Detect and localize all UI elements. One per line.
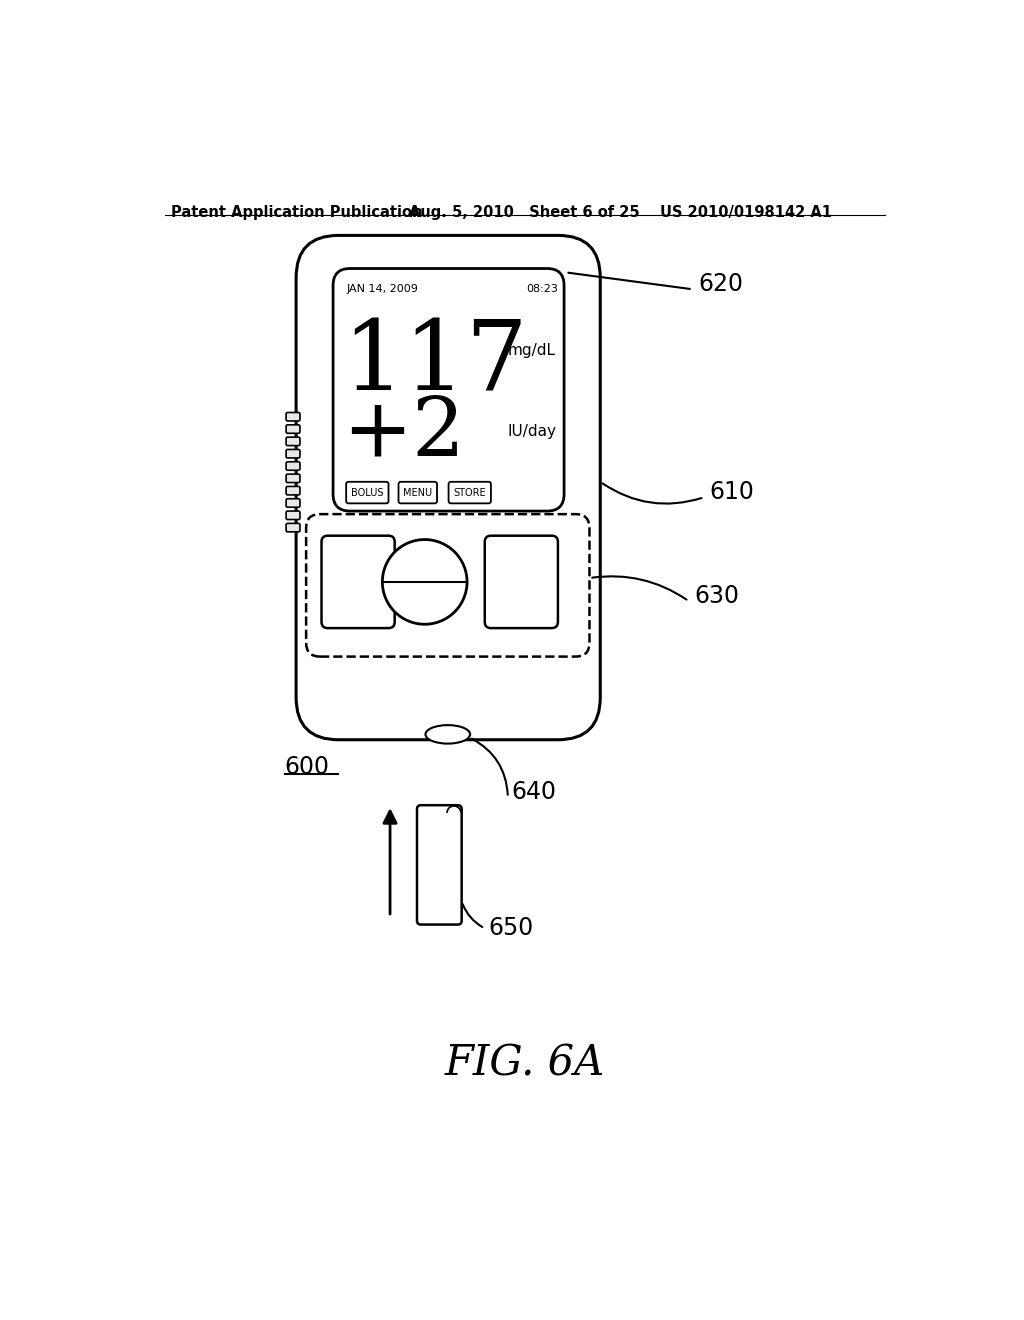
Text: US 2010/0198142 A1: US 2010/0198142 A1 [660,205,833,219]
FancyBboxPatch shape [333,268,564,511]
Text: IU/day: IU/day [508,424,557,440]
Text: 600: 600 [285,755,330,779]
FancyBboxPatch shape [398,482,437,503]
FancyBboxPatch shape [322,536,394,628]
FancyBboxPatch shape [286,474,300,483]
FancyBboxPatch shape [286,511,300,520]
Text: JAN 14, 2009: JAN 14, 2009 [346,284,418,294]
Text: 610: 610 [710,479,755,504]
Text: STORE: STORE [454,487,486,498]
FancyBboxPatch shape [296,235,600,739]
FancyBboxPatch shape [286,437,300,446]
FancyBboxPatch shape [286,487,300,495]
FancyBboxPatch shape [484,536,558,628]
FancyBboxPatch shape [346,482,388,503]
Text: 620: 620 [698,272,743,296]
FancyBboxPatch shape [286,412,300,421]
Ellipse shape [425,725,470,743]
Circle shape [382,540,467,624]
Text: 650: 650 [488,916,534,940]
Text: +2: +2 [342,393,465,474]
FancyBboxPatch shape [286,425,300,433]
FancyBboxPatch shape [306,515,590,656]
Text: BOLUS: BOLUS [351,487,384,498]
Text: 08:23: 08:23 [526,284,558,294]
Text: FIG. 6A: FIG. 6A [444,1043,605,1084]
Text: 640: 640 [512,780,557,804]
FancyBboxPatch shape [286,499,300,507]
FancyBboxPatch shape [286,462,300,470]
Text: Patent Application Publication: Patent Application Publication [171,205,422,219]
Text: MENU: MENU [403,487,432,498]
FancyBboxPatch shape [449,482,490,503]
FancyBboxPatch shape [286,524,300,532]
Text: mg/dL: mg/dL [508,343,556,358]
Text: Aug. 5, 2010   Sheet 6 of 25: Aug. 5, 2010 Sheet 6 of 25 [410,205,640,219]
Text: 630: 630 [694,583,739,607]
FancyBboxPatch shape [286,449,300,458]
Text: 117: 117 [342,317,528,411]
FancyBboxPatch shape [417,805,462,924]
